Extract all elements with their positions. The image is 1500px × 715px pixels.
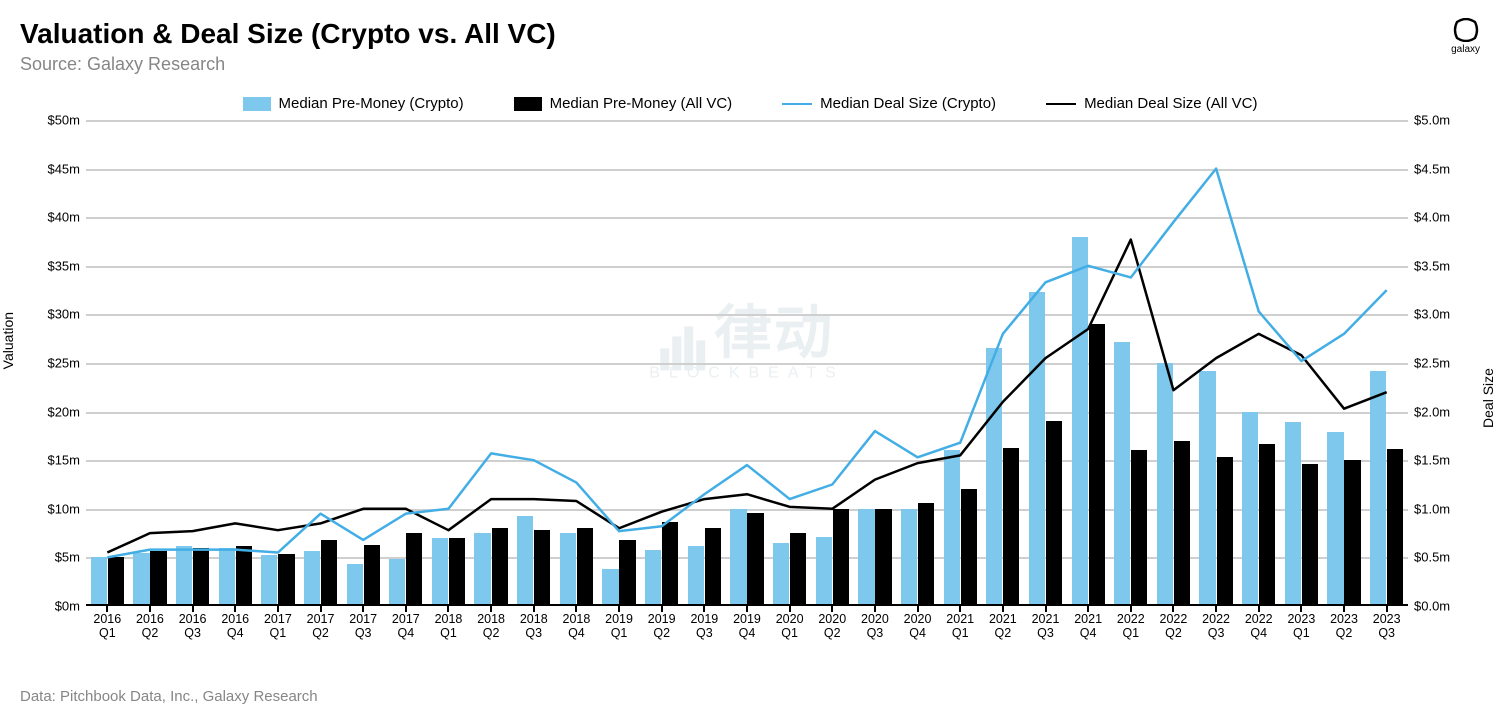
ytick-left: $20m <box>30 404 80 419</box>
ytick-right: $4.0m <box>1414 210 1466 225</box>
ytick-right: $0.0m <box>1414 599 1466 614</box>
x-category: 2018Q2 <box>470 606 513 641</box>
ytick-right: $0.5m <box>1414 550 1466 565</box>
legend-label: Median Deal Size (All VC) <box>1084 95 1257 112</box>
swatch-bar-allvc <box>514 97 542 111</box>
galaxy-icon <box>1453 18 1479 42</box>
x-category: 2023Q2 <box>1323 606 1366 641</box>
x-category: 2018Q3 <box>512 606 555 641</box>
y-axis-left-label: Valuation <box>0 312 16 369</box>
x-category: 2022Q4 <box>1237 606 1280 641</box>
y-axis-right-label: Deal Size <box>1480 368 1496 428</box>
x-category: 2017Q3 <box>342 606 385 641</box>
ytick-right: $3.5m <box>1414 258 1466 273</box>
x-category: 2019Q4 <box>726 606 769 641</box>
brand-text: galaxy <box>1451 44 1480 55</box>
ytick-right: $4.5m <box>1414 161 1466 176</box>
ytick-left: $5m <box>30 550 80 565</box>
x-category: 2023Q3 <box>1365 606 1408 641</box>
header: Valuation & Deal Size (Crypto vs. All VC… <box>0 0 1500 79</box>
ytick-left: $0m <box>30 599 80 614</box>
x-category: 2016Q2 <box>129 606 172 641</box>
x-category: 2018Q1 <box>427 606 470 641</box>
x-category: 2021Q2 <box>982 606 1025 641</box>
swatch-bar-crypto <box>243 97 271 111</box>
x-category: 2017Q1 <box>257 606 300 641</box>
x-category: 2018Q4 <box>555 606 598 641</box>
legend-label: Median Pre-Money (All VC) <box>550 95 733 112</box>
chart-area: Valuation Deal Size 律动 BLOCKBEATS $0m$5m… <box>22 120 1472 660</box>
lines-svg <box>86 120 1408 606</box>
x-category: 2022Q3 <box>1195 606 1238 641</box>
x-axis <box>86 604 1408 606</box>
x-category: 2020Q1 <box>768 606 811 641</box>
x-category: 2019Q1 <box>598 606 641 641</box>
x-category: 2022Q2 <box>1152 606 1195 641</box>
legend: Median Pre-Money (Crypto) Median Pre-Mon… <box>0 95 1500 112</box>
footer-attribution: Data: Pitchbook Data, Inc., Galaxy Resea… <box>20 688 318 705</box>
legend-line-allvc: Median Deal Size (All VC) <box>1046 95 1257 112</box>
x-category: 2021Q1 <box>939 606 982 641</box>
x-category: 2016Q1 <box>86 606 129 641</box>
x-category: 2016Q3 <box>171 606 214 641</box>
x-category: 2022Q1 <box>1109 606 1152 641</box>
legend-bar-crypto: Median Pre-Money (Crypto) <box>243 95 464 112</box>
x-category: 2021Q4 <box>1067 606 1110 641</box>
plot-region: 律动 BLOCKBEATS $0m$5m$10m$15m$20m$25m$30m… <box>86 120 1408 606</box>
legend-line-crypto: Median Deal Size (Crypto) <box>782 95 996 112</box>
chart-title: Valuation & Deal Size (Crypto vs. All VC… <box>20 18 1480 50</box>
brand-logo: galaxy <box>1451 18 1480 55</box>
x-category: 2020Q3 <box>854 606 897 641</box>
ytick-left: $15m <box>30 453 80 468</box>
line-allvc <box>107 240 1386 553</box>
x-category: 2019Q3 <box>683 606 726 641</box>
lines-layer <box>86 120 1408 606</box>
ytick-right: $1.5m <box>1414 453 1466 468</box>
ytick-right: $5.0m <box>1414 113 1466 128</box>
ytick-left: $50m <box>30 113 80 128</box>
ytick-left: $10m <box>30 501 80 516</box>
swatch-line-allvc <box>1046 103 1076 105</box>
legend-label: Median Deal Size (Crypto) <box>820 95 996 112</box>
x-category: 2016Q4 <box>214 606 257 641</box>
ytick-right: $1.0m <box>1414 501 1466 516</box>
swatch-line-crypto <box>782 103 812 105</box>
ytick-left: $40m <box>30 210 80 225</box>
ytick-right: $3.0m <box>1414 307 1466 322</box>
ytick-right: $2.5m <box>1414 356 1466 371</box>
x-category: 2017Q4 <box>385 606 428 641</box>
x-category: 2020Q4 <box>896 606 939 641</box>
x-category: 2021Q3 <box>1024 606 1067 641</box>
x-category: 2020Q2 <box>811 606 854 641</box>
ytick-left: $25m <box>30 356 80 371</box>
x-category: 2019Q2 <box>640 606 683 641</box>
ytick-left: $45m <box>30 161 80 176</box>
legend-bar-allvc: Median Pre-Money (All VC) <box>514 95 733 112</box>
ytick-left: $35m <box>30 258 80 273</box>
chart-subtitle: Source: Galaxy Research <box>20 54 1480 75</box>
x-category: 2023Q1 <box>1280 606 1323 641</box>
x-category: 2017Q2 <box>299 606 342 641</box>
ytick-right: $2.0m <box>1414 404 1466 419</box>
line-crypto <box>107 169 1386 558</box>
ytick-left: $30m <box>30 307 80 322</box>
legend-label: Median Pre-Money (Crypto) <box>279 95 464 112</box>
